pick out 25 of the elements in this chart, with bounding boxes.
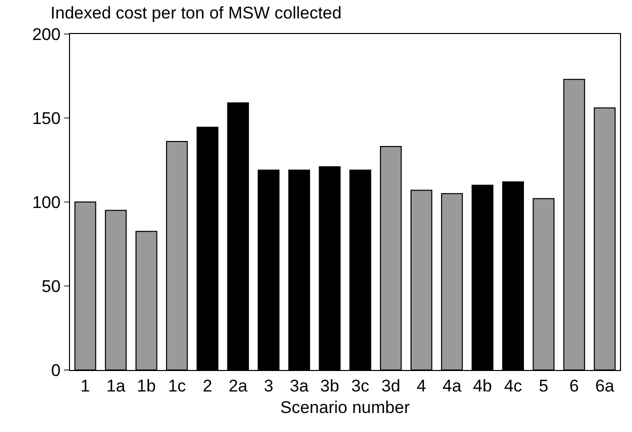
x-tick-label: 1 (80, 376, 90, 396)
x-tick-label: 6a (595, 376, 615, 396)
x-tick-label: 5 (538, 376, 548, 396)
x-tick-label: 4a (442, 376, 462, 396)
y-tick-label: 50 (42, 276, 61, 296)
x-tick-label: 3a (290, 376, 310, 396)
y-tick-label: 200 (32, 24, 61, 44)
x-tick-label: 4c (504, 376, 523, 396)
x-tick-label: 2a (228, 376, 248, 396)
y-tick-label: 150 (32, 108, 61, 128)
x-tick-label: 1c (168, 376, 186, 396)
y-tick-label: 100 (32, 192, 61, 212)
x-tick-label: 3 (264, 376, 274, 396)
x-tick-label: 3b (320, 376, 340, 396)
x-tick-label: 4 (416, 376, 426, 396)
x-tick-label: 1a (106, 376, 126, 396)
x-tick-label: 2 (202, 376, 212, 396)
x-tick-label: 3d (381, 376, 400, 396)
x-axis-title: Scenario number (280, 398, 410, 417)
chart-title: Indexed cost per ton of MSW collected (50, 3, 342, 22)
x-tick-label: 4b (473, 376, 492, 396)
x-tick-label: 1b (136, 376, 156, 396)
x-tick-label: 6 (569, 376, 579, 396)
y-tick-label: 0 (51, 360, 61, 380)
x-tick-label: 3c (351, 376, 370, 396)
